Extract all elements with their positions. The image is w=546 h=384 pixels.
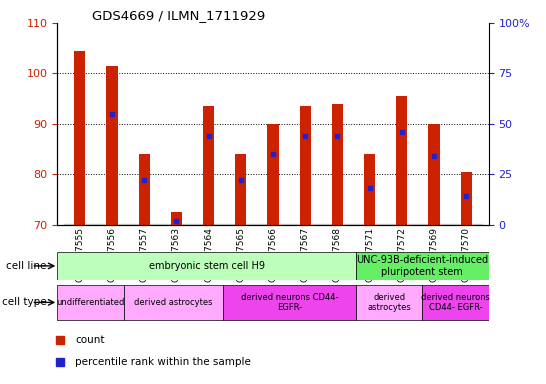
- Text: embryonic stem cell H9: embryonic stem cell H9: [149, 261, 265, 271]
- Bar: [139, 154, 150, 225]
- Text: derived
astrocytes: derived astrocytes: [367, 293, 411, 312]
- Bar: [106, 66, 118, 225]
- Bar: [356, 252, 489, 280]
- Bar: [223, 285, 356, 320]
- Text: cell line: cell line: [6, 261, 46, 271]
- Text: derived neurons
CD44- EGFR-: derived neurons CD44- EGFR-: [421, 293, 490, 312]
- Bar: [57, 285, 124, 320]
- Bar: [356, 285, 422, 320]
- Bar: [124, 285, 223, 320]
- Bar: [268, 124, 278, 225]
- Text: derived neurons CD44-
EGFR-: derived neurons CD44- EGFR-: [241, 293, 339, 312]
- Bar: [57, 252, 356, 280]
- Text: derived astrocytes: derived astrocytes: [134, 298, 213, 307]
- Bar: [428, 124, 440, 225]
- Bar: [460, 172, 472, 225]
- Bar: [300, 106, 311, 225]
- Text: UNC-93B-deficient-induced
pluripotent stem: UNC-93B-deficient-induced pluripotent st…: [356, 255, 488, 277]
- Text: percentile rank within the sample: percentile rank within the sample: [75, 358, 251, 367]
- Bar: [171, 212, 182, 225]
- Bar: [74, 51, 86, 225]
- Bar: [422, 285, 489, 320]
- Bar: [396, 96, 407, 225]
- Text: GDS4669 / ILMN_1711929: GDS4669 / ILMN_1711929: [92, 9, 265, 22]
- Bar: [332, 104, 343, 225]
- Bar: [235, 154, 246, 225]
- Bar: [364, 154, 375, 225]
- Text: count: count: [75, 335, 105, 345]
- Text: undifferentiated: undifferentiated: [56, 298, 124, 307]
- Text: cell type: cell type: [2, 297, 46, 308]
- Bar: [203, 106, 214, 225]
